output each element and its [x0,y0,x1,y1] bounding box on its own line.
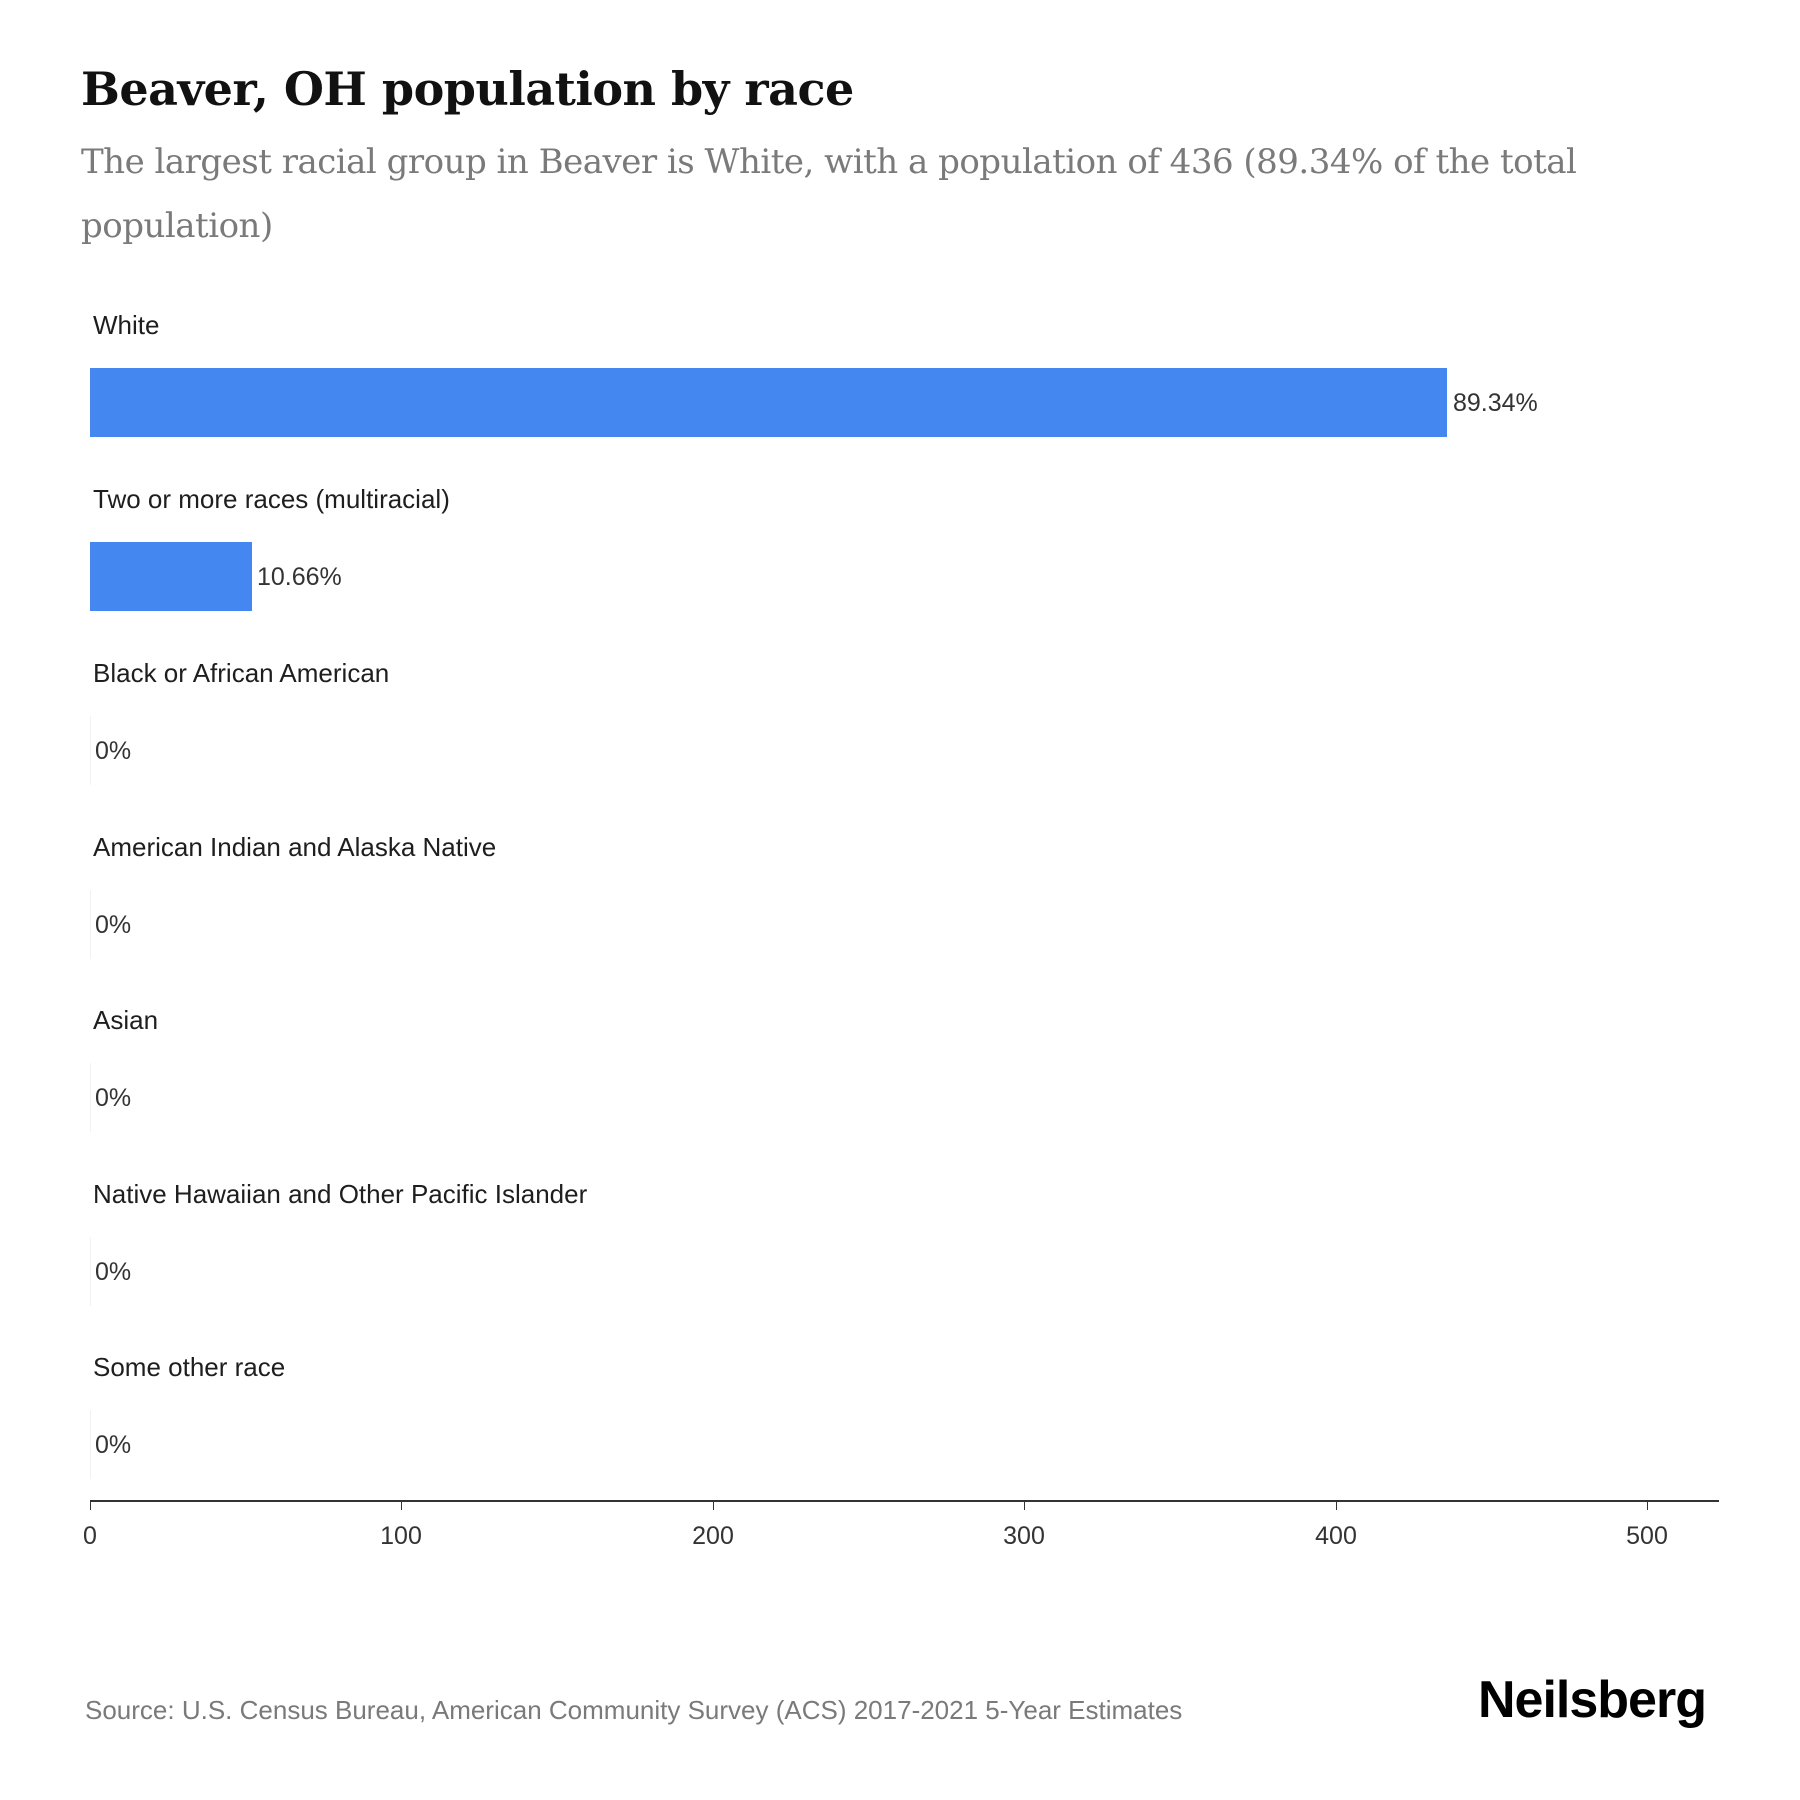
x-tick-label: 100 [380,1522,422,1550]
category-label: Two or more races (multiracial) [93,484,450,514]
value-label: 0% [95,1084,132,1112]
x-axis-tick [713,1500,714,1510]
x-tick-label: 0 [83,1522,97,1550]
x-tick-label: 500 [1626,1522,1668,1550]
x-axis-tick [1024,1500,1025,1510]
bar-asian [90,1063,91,1132]
chart-subtitle: The largest racial group in Beaver is Wh… [81,142,1577,246]
value-label: 0% [95,737,132,765]
x-axis-line [90,1500,1719,1502]
bar-black [90,716,91,785]
value-label: 10.66% [257,563,342,591]
bar-american-indian [90,890,91,959]
value-label: 0% [95,911,132,939]
category-label: American Indian and Alaska Native [93,832,497,862]
neilsberg-logo: Neilsberg [1478,1671,1707,1729]
category-label: Black or African American [93,658,390,688]
x-axis-tick [90,1500,91,1510]
bar-white [90,368,1447,437]
x-axis-tick [1647,1500,1648,1510]
x-tick-label: 300 [1003,1522,1045,1550]
x-axis-tick [401,1500,402,1510]
bar-native-hawaiian [90,1237,91,1306]
bar-multiracial [90,542,252,611]
chart-title: Beaver, OH population by race [81,62,854,116]
x-tick-label: 400 [1315,1522,1357,1550]
value-label: 0% [95,1431,132,1459]
x-axis-tick [1336,1500,1337,1510]
category-label: Native Hawaiian and Other Pacific Island… [93,1179,588,1209]
category-label: Asian [93,1005,159,1035]
category-label: Some other race [93,1352,286,1382]
value-label: 89.34% [1453,389,1538,417]
bar-some-other-race [90,1410,91,1479]
category-label: White [93,310,160,340]
x-tick-label: 200 [692,1522,734,1550]
value-label: 0% [95,1258,132,1286]
source-note: Source: U.S. Census Bureau, American Com… [85,1695,1183,1725]
